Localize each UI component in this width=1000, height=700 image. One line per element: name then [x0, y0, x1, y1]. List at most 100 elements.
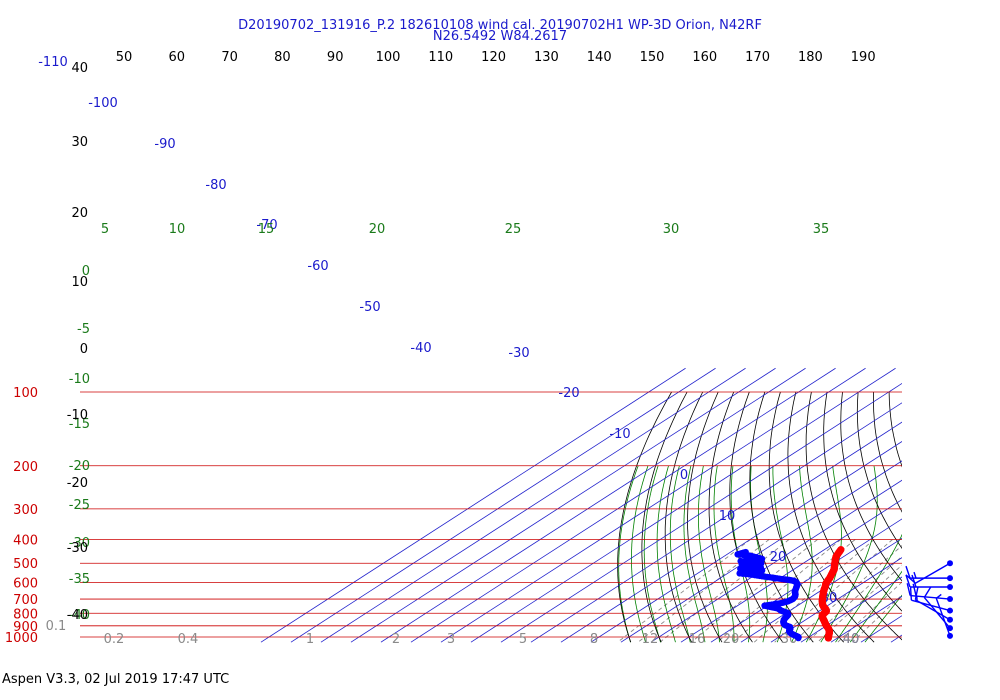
theta-tick-label: 100 [376, 50, 401, 65]
theta-tick-label: 140 [587, 50, 612, 65]
pressure-tick-label: 800 [13, 607, 38, 622]
pressure-tick-label: 1000 [5, 631, 38, 646]
isotherm [921, 368, 1000, 642]
isotherm-label: -80 [205, 178, 226, 193]
wind-barb-flag [906, 583, 911, 596]
moist-adiabat-label-top: 30 [663, 222, 680, 237]
isotherm [260, 367, 686, 643]
isotherm-label: -90 [154, 137, 175, 152]
isotherm [650, 479, 902, 643]
isotherm-label: -30 [508, 346, 529, 361]
moist-adiabat-label-top: 15 [258, 222, 275, 237]
pressure-tick-label: 900 [13, 620, 38, 635]
isotherm-label: -50 [359, 300, 380, 315]
dry-adiabat [664, 391, 704, 643]
isotherm [680, 499, 902, 643]
moist-adiabat-label-left: -5 [77, 322, 90, 337]
moist-adiabat [656, 465, 676, 643]
footer-text: Aspen V3.3, 02 Jul 2019 17:47 UTC [2, 672, 230, 687]
isotherm-label: 40 [843, 632, 860, 647]
isotherm [470, 367, 896, 643]
wind-barb-staff [915, 599, 951, 621]
mixing-ratio-line [617, 539, 751, 643]
moist-adiabat [643, 465, 661, 643]
moist-adiabat-label-top: 5 [101, 222, 109, 237]
theta-tick-label: 80 [274, 50, 291, 65]
mixing-ratio-label: 20 [723, 632, 740, 647]
isotherm [320, 367, 746, 643]
isotherm [740, 537, 902, 643]
dry-adiabats [617, 391, 1000, 643]
mixing-ratio-label: 0.4 [178, 632, 199, 647]
isotherm [710, 518, 902, 643]
dry-adiabat-label-left: -10 [67, 408, 88, 423]
isotherm-label: -40 [410, 341, 431, 356]
dry-adiabat-label-left: -20 [67, 476, 88, 491]
wind-barb [914, 587, 953, 623]
isotherm [560, 421, 902, 643]
isotherm [440, 367, 866, 643]
moist-adiabat-label-left: -15 [69, 417, 90, 432]
moist-adiabat [820, 465, 878, 643]
wind-barb-flag [911, 574, 917, 588]
isotherm [380, 367, 806, 643]
wind-barb [905, 565, 953, 582]
wind-barbs [905, 560, 953, 639]
mixing-ratio-line [659, 539, 790, 643]
pressure-tick-label: 100 [13, 386, 38, 401]
moist-adiabat [835, 533, 902, 643]
wind-barb [935, 593, 953, 639]
moist-adiabat-label-left: 0 [82, 264, 90, 279]
isotherm-label: -60 [307, 259, 328, 274]
dry-adiabat-label-left: 10 [71, 275, 88, 290]
mixing-ratio-line [753, 539, 875, 643]
moist-adiabat [631, 465, 649, 643]
wind-barb-flag [905, 565, 911, 579]
isotherm [620, 460, 902, 643]
mixing-ratio-label: 5 [519, 632, 527, 647]
theta-tick-label: 90 [327, 50, 344, 65]
dry-adiabat-label-left: 40 [71, 61, 88, 76]
moist-adiabat-label-left: -40 [69, 608, 90, 623]
dry-adiabat [617, 391, 672, 643]
pressure-tick-label: 200 [13, 460, 38, 475]
moist-adiabat-label-left: -25 [69, 498, 90, 513]
isotherm-label: -100 [88, 96, 118, 111]
mixing-ratio-label: 1 [306, 632, 314, 647]
moist-adiabat [683, 465, 706, 643]
wind-barb-flag [905, 574, 911, 588]
moist-adiabat [698, 465, 720, 643]
isotherm [830, 595, 902, 643]
mixing-ratio-line [792, 545, 902, 643]
dry-adiabat [888, 391, 902, 468]
isotherm [890, 634, 902, 643]
isotherm [290, 367, 716, 643]
moist-adiabat-label-top: 10 [169, 222, 186, 237]
mixing-ratio-label: 0.1 [46, 619, 67, 634]
pressure-tick-label: 300 [13, 503, 38, 518]
dry-adiabat-label-left: 30 [71, 135, 88, 150]
moist-adiabat-label-left: -30 [69, 536, 90, 551]
wind-barb-staff [935, 598, 951, 637]
isotherm [590, 441, 902, 643]
moist-adiabat-label-top: 35 [813, 222, 830, 237]
dry-adiabat [729, 391, 784, 643]
theta-tick-label: 70 [221, 50, 238, 65]
theta-tick-label: 160 [692, 50, 717, 65]
moist-adiabat-label-left: -35 [69, 572, 90, 587]
isotherm [500, 382, 902, 643]
dry-adiabat [687, 391, 723, 643]
moist-adiabat [791, 465, 813, 643]
dry-adiabat-label-left: -30 [67, 541, 88, 556]
mixing-ratio-label: 16 [689, 632, 706, 647]
isotherms [260, 367, 1000, 643]
wind-barb-flag [923, 586, 932, 598]
moist-adiabat [805, 465, 842, 643]
chart-subtitle: N26.5492 W84.2617 [432, 29, 568, 44]
wind-barb-half-flag [913, 571, 917, 579]
dry-adiabat [641, 391, 688, 643]
pressure-tick-label: 600 [13, 577, 38, 592]
theta-tick-label: 150 [640, 50, 665, 65]
dry-adiabat [920, 392, 1000, 642]
moist-adiabat-label-left: -20 [69, 459, 90, 474]
